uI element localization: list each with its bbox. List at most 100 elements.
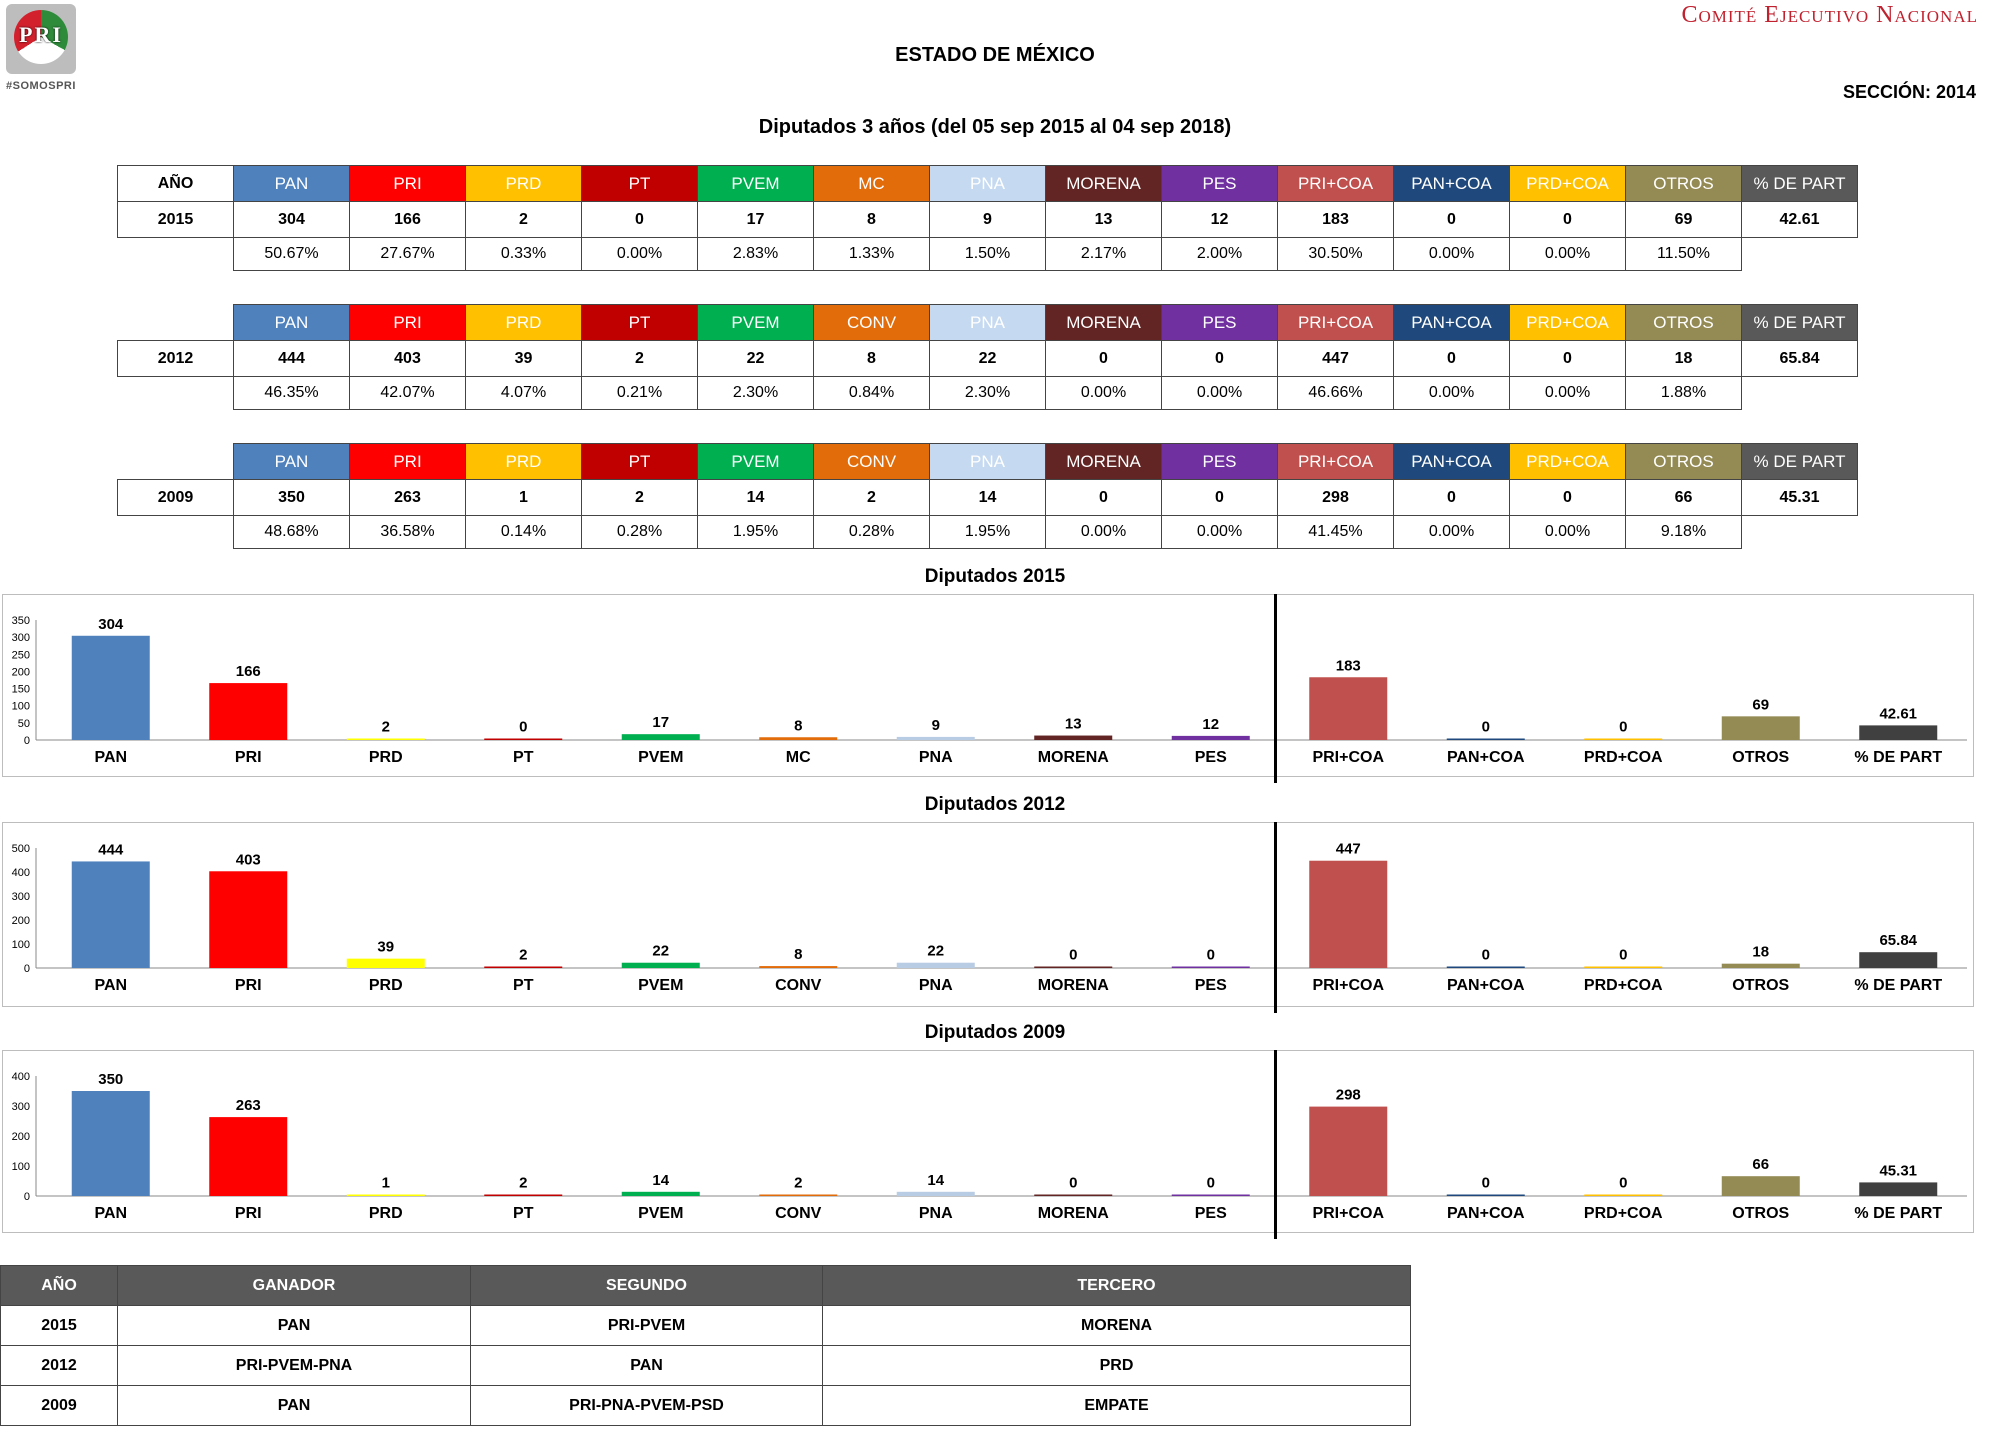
vote-value: 9 — [929, 201, 1046, 238]
y-tick-label: 200 — [12, 1131, 30, 1143]
y-tick-label: 200 — [12, 666, 30, 678]
vote-percent: 27.67% — [349, 237, 466, 271]
bar-chart-2009: 0 100 200 300 400 350 PAN 263 PRI 1 PRD 2 PT 14 PVEM 2 C… — [12, 1050, 1967, 1239]
category-label: PES — [1195, 749, 1227, 766]
chart-title: Diputados 2015 — [924, 566, 1066, 587]
vote-percent: 2.00% — [1161, 237, 1278, 271]
vote-value: 298 — [1277, 479, 1394, 516]
results-third: EMPATE — [822, 1385, 1411, 1426]
category-label: PRD+COA — [1584, 977, 1663, 994]
bar-prd — [346, 958, 425, 968]
results-table: AÑO GANADOR SEGUNDO TERCERO 2015 PAN PRI… — [0, 1265, 1411, 1426]
party-header: PRD — [465, 443, 582, 480]
y-tick-label: 100 — [12, 939, 30, 951]
vote-value: 2 — [813, 479, 930, 516]
bar-value-label: 66 — [1752, 1156, 1769, 1173]
bar-value-label: 39 — [377, 939, 394, 956]
results-header-year: AÑO — [0, 1265, 118, 1306]
category-label: OTROS — [1732, 1205, 1789, 1222]
vote-percent: 2.83% — [697, 237, 814, 271]
category-label: PRI — [235, 749, 262, 766]
results-row: 2012 PRI-PVEM-PNA PAN PRD — [0, 1345, 1411, 1386]
bar-conv — [759, 1194, 838, 1196]
vote-percent: 46.66% — [1277, 376, 1394, 410]
bar-mc — [759, 737, 838, 740]
party-header: % DE PART — [1741, 165, 1858, 202]
bar-value-label: 447 — [1336, 841, 1361, 858]
category-label: % DE PART — [1854, 749, 1942, 766]
results-row: 2015 PAN PRI-PVEM MORENA — [0, 1305, 1411, 1346]
party-header: PAN — [233, 304, 350, 341]
chart-frame — [2, 1050, 1974, 1233]
vote-value: 444 — [233, 340, 350, 377]
vote-table-corner — [118, 444, 234, 480]
vote-percent: 0.00% — [1393, 515, 1510, 549]
bar-value-label: 183 — [1336, 657, 1361, 674]
results-header-row: AÑO GANADOR SEGUNDO TERCERO — [0, 1265, 1411, 1306]
vote-table-corner: AÑO — [117, 165, 234, 202]
bar-value-label: 2 — [519, 947, 527, 964]
vote-value: 66 — [1625, 479, 1742, 516]
vote-percent: 0.00% — [1393, 376, 1510, 410]
category-label: % DE PART — [1854, 1205, 1942, 1222]
vote-percent: 0.00% — [1045, 515, 1162, 549]
bar-value-label: 0 — [1207, 1175, 1215, 1192]
chart-title: Diputados 2009 — [924, 1022, 1066, 1043]
party-header: PAN+COA — [1393, 304, 1510, 341]
bar-value-label: 17 — [652, 714, 669, 731]
party-header: OTROS — [1625, 304, 1742, 341]
party-header: MORENA — [1045, 443, 1162, 480]
bar-value-label: 22 — [927, 943, 944, 960]
vote-value: 350 — [233, 479, 350, 516]
party-header: MORENA — [1045, 304, 1162, 341]
y-tick-label: 0 — [24, 1191, 30, 1203]
vote-value: 1 — [465, 479, 582, 516]
y-tick-label: 250 — [12, 649, 30, 661]
vote-value: 14 — [697, 479, 814, 516]
vote-value: 65.84 — [1741, 340, 1858, 377]
vote-percent: 0.28% — [581, 515, 698, 549]
bar-value-label: 350 — [98, 1071, 123, 1088]
party-header: MORENA — [1045, 165, 1162, 202]
results-year: 2012 — [0, 1345, 118, 1386]
category-label: PNA — [919, 749, 953, 766]
category-label: PT — [513, 1205, 534, 1222]
party-header: PRD — [465, 165, 582, 202]
bar-pvem — [621, 1191, 700, 1196]
y-tick-label: 400 — [12, 867, 30, 879]
category-label: OTROS — [1732, 977, 1789, 994]
bar-pes — [1171, 966, 1250, 968]
vote-value: 12 — [1161, 201, 1278, 238]
chart-frame — [2, 822, 1974, 1007]
bar-pvem — [621, 734, 700, 740]
y-tick-label: 200 — [12, 915, 30, 927]
y-tick-label: 0 — [24, 735, 30, 747]
vote-table-2012: PAN PRI PRD PT PVEM CONV PNA MORENA PES PRI+COA PA… — [117, 304, 1858, 410]
category-label: PT — [513, 977, 534, 994]
vote-value: 304 — [233, 201, 350, 238]
vote-value: 45.31 — [1741, 479, 1858, 516]
vote-percent: 1.88% — [1625, 376, 1742, 410]
bar-otros — [1721, 1176, 1800, 1196]
vote-percent: 41.45% — [1277, 515, 1394, 549]
vote-percent: 0.00% — [1509, 376, 1626, 410]
party-header: PRI+COA — [1277, 304, 1394, 341]
party-header: PRI+COA — [1277, 165, 1394, 202]
logo-letters: PRI — [19, 22, 63, 47]
chart-frame — [2, 594, 1974, 777]
category-label: PRD — [369, 977, 403, 994]
category-label: PT — [513, 749, 534, 766]
bar-conv — [759, 966, 838, 968]
vote-percent: 0.00% — [1161, 515, 1278, 549]
state-title: ESTADO DE MÉXICO — [895, 44, 1095, 66]
results-header-winner: GANADOR — [117, 1265, 471, 1306]
bar-value-label: 403 — [236, 851, 261, 868]
section-label: SECCIÓN: 2014 — [1842, 82, 1976, 102]
party-header: PNA — [929, 165, 1046, 202]
vote-value: 39 — [465, 340, 582, 377]
category-label: PRI — [235, 977, 262, 994]
vote-value: 0 — [1393, 340, 1510, 377]
results-winner: PAN — [117, 1305, 471, 1346]
bar-pes — [1171, 1194, 1250, 1196]
bar-morena — [1034, 966, 1113, 968]
